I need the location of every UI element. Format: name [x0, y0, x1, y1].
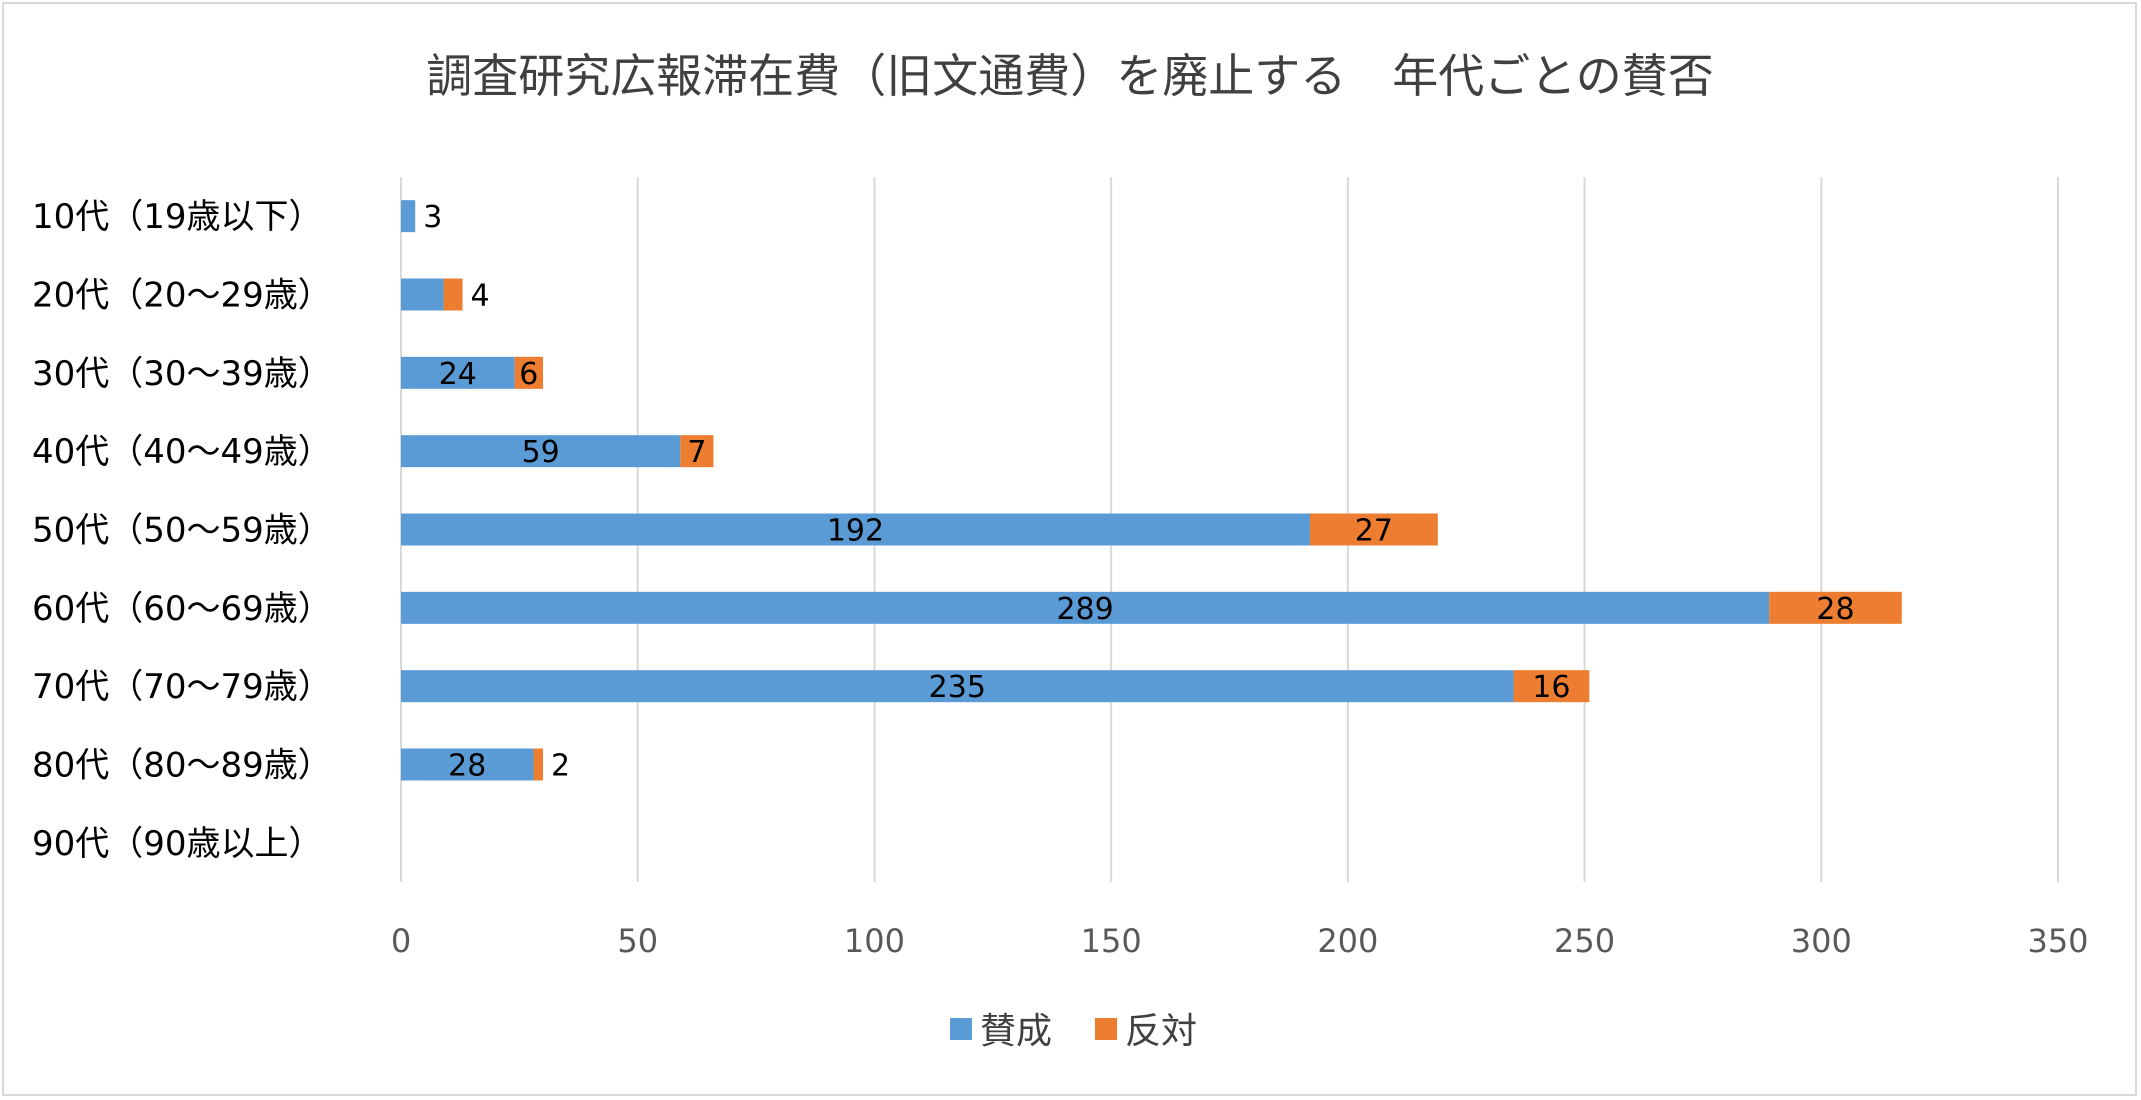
x-tick-label: 100 [844, 922, 905, 960]
x-tick-label: 250 [1554, 922, 1615, 960]
bar-segment-disagree [1513, 670, 1590, 703]
data-label: 24 [439, 357, 477, 392]
chart-title: 調査研究広報滞在費（旧文通費）を廃止する 年代ごとの賛否 [426, 49, 1714, 103]
data-label: 59 [522, 435, 560, 470]
category-label: 10代（19歳以下） [32, 197, 323, 237]
legend-label: 賛成 [980, 1011, 1052, 1052]
category-label: 80代（80～89歳） [32, 746, 332, 786]
legend: 賛成 反対 [950, 1011, 1197, 1052]
bar-segment-disagree [1309, 513, 1438, 546]
x-tick-label: 0 [391, 922, 411, 960]
bar-segment-disagree [1769, 591, 1902, 624]
bars [401, 200, 1902, 781]
data-label: 235 [929, 670, 986, 705]
x-axis-ticks: 0 50 100 150 200 250 300 350 [391, 922, 2089, 960]
bar-segment-agree [401, 670, 1514, 703]
category-label: 40代（40～49歳） [32, 432, 332, 472]
bar-segment-disagree [533, 748, 544, 781]
data-label: 27 [1355, 514, 1393, 549]
data-label: 7 [687, 435, 706, 470]
bar-segment-disagree [514, 356, 544, 389]
data-label: 2 [551, 749, 570, 784]
bar-segment-agree [401, 356, 515, 389]
category-label: 60代（60～69歳） [32, 589, 332, 629]
category-label: 70代（70～79歳） [32, 667, 332, 707]
data-label: 3 [423, 200, 442, 235]
x-tick-label: 50 [617, 922, 658, 960]
category-label: 20代（20～29歳） [32, 276, 332, 316]
bar-segment-agree [401, 278, 444, 311]
category-label: 90代（90歳以上） [32, 824, 323, 864]
data-label: 4 [471, 279, 490, 314]
x-tick-label: 300 [1791, 922, 1852, 960]
x-tick-label: 150 [1081, 922, 1142, 960]
legend-swatch-disagree [1095, 1018, 1117, 1040]
category-label: 30代（30～39歳） [32, 354, 332, 394]
bar-segment-disagree [443, 278, 463, 311]
bar-segment-agree [401, 513, 1310, 546]
data-label: 16 [1532, 670, 1570, 705]
legend-label: 反対 [1125, 1011, 1197, 1052]
y-axis-categories: 10代（19歳以下） 20代（20～29歳） 30代（30～39歳） 40代（40～4… [32, 197, 332, 864]
data-label: 289 [1056, 592, 1113, 627]
data-label: 28 [1816, 592, 1854, 627]
data-label: 192 [827, 514, 884, 549]
bar-segment-disagree [680, 435, 714, 468]
bar-segment-agree [401, 200, 416, 233]
data-label: 6 [519, 357, 538, 392]
legend-swatch-agree [950, 1018, 972, 1040]
x-tick-label: 350 [2027, 922, 2088, 960]
data-labels: 3 4 24 6 59 7 192 27 289 28 235 16 28 2 [423, 200, 1854, 783]
bar-segment-agree [401, 435, 681, 468]
category-label: 50代（50～59歳） [32, 511, 332, 551]
bar-segment-agree [401, 748, 534, 781]
bar-segment-agree [401, 591, 1770, 624]
x-tick-label: 200 [1317, 922, 1378, 960]
data-label: 28 [448, 749, 486, 784]
